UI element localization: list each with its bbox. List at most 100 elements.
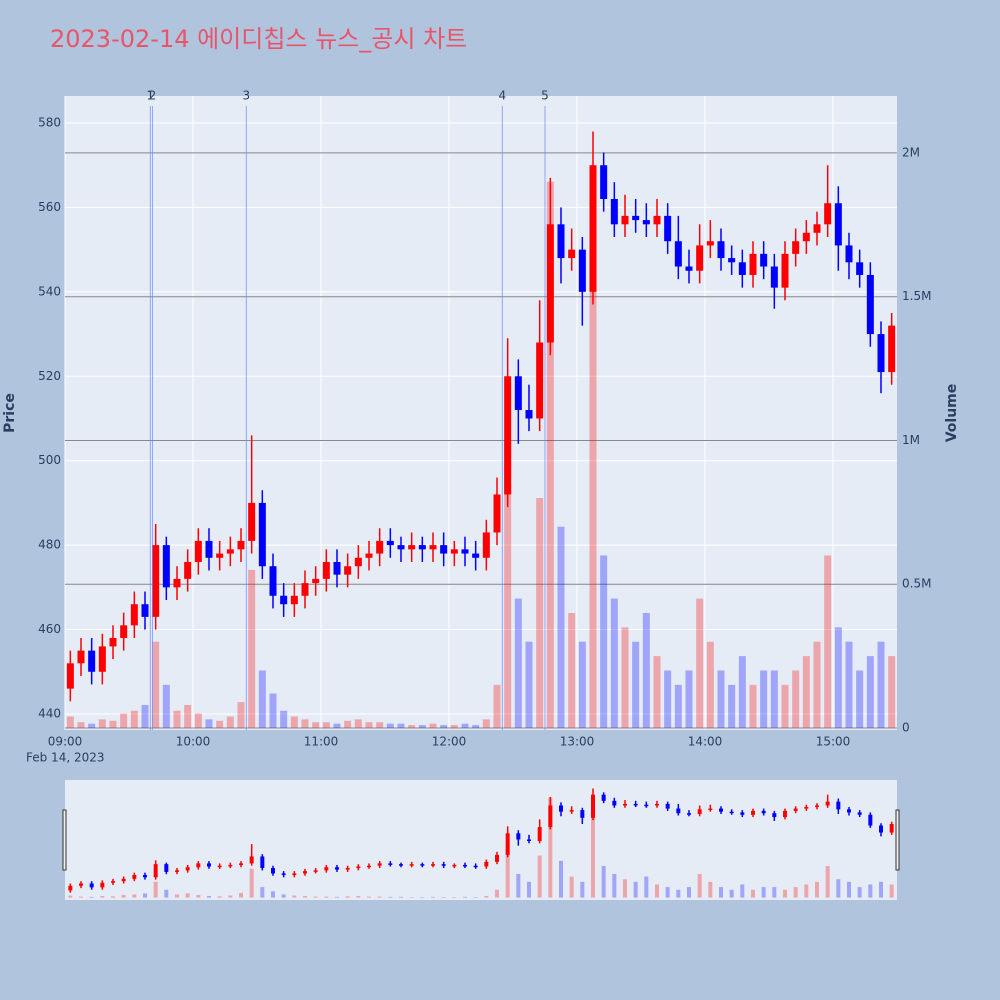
candle-volume-bar (589, 181, 597, 728)
mini-candle-body (324, 867, 329, 871)
x-tick-label: 11:00 (304, 735, 339, 749)
candle-volume-bar (162, 684, 170, 728)
mini-candle-volume-bar (868, 884, 873, 898)
candle-volume-bar (525, 641, 533, 728)
mini-candle-body (793, 808, 798, 811)
candle-volume-bar (354, 719, 362, 728)
x-tick-label: 15:00 (816, 735, 851, 749)
candle-body (642, 220, 650, 225)
candle-volume-bar (376, 722, 384, 728)
candle-body (493, 494, 501, 533)
candle-volume-bar (194, 713, 202, 728)
mini-candle-body (676, 808, 681, 814)
mini-candle-body (377, 863, 382, 866)
candle-body (781, 253, 789, 288)
candle-body (66, 663, 74, 689)
candle-body (461, 549, 469, 554)
mini-candle-body (303, 871, 307, 874)
candle-volume-bar (813, 641, 821, 728)
candle-volume-bar (760, 670, 768, 728)
candle-volume-bar (792, 670, 800, 728)
mini-candle-volume-bar (303, 896, 307, 898)
mini-candle-body (185, 867, 190, 871)
mini-candle-body (836, 801, 841, 810)
candle-volume-bar (738, 656, 746, 728)
mini-candle-volume-bar (612, 873, 617, 898)
candle-body (301, 583, 309, 596)
candle-body (514, 376, 522, 411)
mini-candle-body (313, 870, 318, 872)
event-label: 1 (147, 89, 155, 103)
mini-candle-volume-bar (687, 887, 691, 898)
mini-candle-body (644, 804, 649, 807)
candle-body (749, 253, 757, 275)
mini-candle-volume-bar (452, 897, 457, 898)
candle-volume-bar (88, 723, 96, 728)
candle-volume-bar (493, 684, 501, 728)
mini-candle-volume-bar (783, 889, 787, 898)
candle-body (621, 215, 629, 225)
mini-candle-volume-bar (527, 881, 531, 898)
candle-volume-bar (504, 440, 512, 728)
mini-candle-body (495, 854, 499, 862)
candle-volume-bar (568, 612, 576, 728)
candle-volume-bar (120, 713, 128, 728)
mini-candle-volume-bar (324, 896, 329, 898)
mini-candle-body (111, 881, 115, 883)
candle-body (685, 266, 693, 271)
mini-candle-body (623, 803, 627, 806)
candle-body (450, 549, 458, 554)
candle-body (760, 253, 768, 267)
mini-candle-body (431, 864, 435, 866)
candle-volume-bar (845, 641, 853, 728)
candle-volume-bar (877, 641, 885, 728)
candle-body (706, 241, 714, 246)
range-slider[interactable] (65, 780, 897, 900)
mini-candle-body (601, 794, 606, 801)
mini-candle-volume-bar (676, 889, 681, 898)
mini-candle-body (740, 812, 745, 815)
mini-candle-volume-bar (751, 889, 755, 898)
candle-volume-bar (98, 719, 106, 728)
y2-tick-label: 0 (902, 720, 910, 734)
mini-candle-body (825, 801, 830, 806)
mini-candle-body (484, 861, 489, 867)
mini-candle-volume-bar (719, 887, 723, 898)
candle-body (845, 245, 853, 263)
candle-volume-bar (781, 684, 789, 728)
candle-volume-bar (834, 627, 842, 728)
mini-candle-volume-bar (623, 879, 627, 898)
mini-candle-body (516, 833, 521, 840)
candle-volume-bar (280, 710, 288, 728)
mini-candle-body (121, 878, 126, 882)
candle-volume-bar (322, 722, 330, 728)
candle-body (600, 165, 608, 199)
candle-body (184, 562, 192, 579)
mini-candle-volume-bar (495, 889, 499, 898)
candle-body (290, 595, 298, 605)
y-tick-label: 560 (38, 200, 61, 214)
candle-volume-bar (237, 702, 245, 728)
y2-tick-label: 1.5M (902, 289, 931, 303)
candle-body (525, 410, 533, 419)
mini-candle-body (271, 868, 275, 874)
mini-candle-volume-bar (580, 881, 585, 898)
x-tick-label: 12:00 (432, 735, 467, 749)
mini-candle-volume-bar (665, 887, 670, 898)
candle-volume-bar (717, 670, 725, 728)
candle-volume-bar (770, 670, 778, 728)
mini-candle-body (804, 807, 809, 809)
mini-candle-volume-bar (644, 876, 649, 898)
plot-area (65, 96, 897, 730)
candle-volume-bar (397, 723, 405, 728)
mini-candle-volume-bar (537, 855, 542, 898)
candle-body (333, 562, 341, 575)
candle-body (664, 215, 672, 242)
candle-volume-bar (418, 725, 426, 728)
mini-candle-body (132, 874, 137, 879)
mini-candle-volume-bar (559, 860, 563, 898)
candle-volume-bar (301, 719, 309, 728)
event-label: 4 (499, 89, 507, 103)
candle-body (194, 540, 202, 563)
mini-candle-volume-bar (441, 897, 446, 898)
